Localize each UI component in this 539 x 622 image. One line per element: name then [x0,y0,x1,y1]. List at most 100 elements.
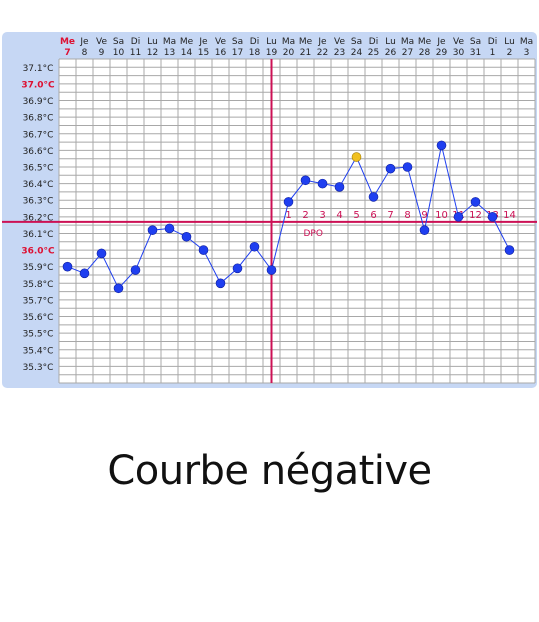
data-point [249,241,260,252]
x-tick-daynumber: 14 [181,48,193,58]
x-tick-dayname: Me [180,37,194,47]
x-tick-daynumber: 23 [334,48,345,58]
x-tick-dayname: Me [299,37,313,47]
x-tick-daynumber: 12 [147,48,158,58]
x-tick-daynumber: 25 [368,48,379,58]
y-tick-label: 36.4°C [23,180,54,190]
y-tick-label: 35.6°C [23,313,54,323]
x-tick-daynumber: 10 [113,48,125,58]
dpo-label: 7 [387,210,393,221]
x-tick-daynumber: 9 [99,48,105,58]
dpo-label: 14 [503,210,516,221]
x-tick-daynumber: 29 [436,48,448,58]
data-point [402,162,413,172]
data-point [300,175,311,186]
x-tick-daynumber: 28 [419,48,431,58]
x-tick-daynumber: 8 [82,48,88,58]
data-point [96,248,107,259]
chart-panel: 37.1°C 37.0°C 36.9°C 36.8°C 36.7°C 36.6°C 36.5… [2,32,537,388]
x-tick-daynumber: 13 [164,48,175,58]
x-tick-dayname: Je [198,37,208,47]
x-tick-dayname: Ma [401,37,414,47]
y-tick-label: 36.8°C [23,114,54,124]
x-tick-daynumber: 24 [351,48,363,58]
x-tick-dayname: Sa [351,37,362,47]
x-tick-dayname: Je [79,37,89,47]
y-tick-label: 37.1°C [23,64,54,74]
y-tick-label: 36.5°C [23,164,54,174]
data-point [130,265,141,275]
data-point [487,212,498,222]
data-point [215,278,226,289]
dpo-label: 12 [469,210,482,221]
x-tick-dayname: Ve [334,37,345,47]
dpo-label: 10 [435,210,448,221]
data-point [385,163,396,174]
x-tick-daynumber: 19 [266,48,278,58]
x-tick-daynumber: 26 [385,48,397,58]
y-tick-label: 36.7°C [23,130,54,140]
y-tick-label: 35.8°C [23,280,54,290]
y-tick-label: 36.9°C [23,97,54,107]
y-tick-label: 35.5°C [23,330,54,340]
data-point [79,268,90,279]
x-tick-daynumber: 15 [198,48,209,58]
data-point [419,225,430,235]
data-point [232,263,243,274]
data-point [453,212,464,222]
x-tick-daynumber: 7 [64,48,70,58]
y-tick-label: 37.0°C [21,80,55,90]
data-point [504,245,515,255]
dpo-label: 6 [370,210,376,221]
x-tick-daynumber: 20 [283,48,295,58]
data-point [436,140,447,151]
dpo-label: 4 [336,210,342,221]
x-tick-daynumber: 27 [402,48,413,58]
dpo-label: 2 [302,210,308,221]
y-tick-label: 35.7°C [23,296,54,306]
y-tick-label: 35.9°C [23,263,54,273]
y-tick-label: 36.6°C [23,147,54,157]
x-tick-dayname: Sa [232,37,243,47]
x-tick-dayname: Sa [470,37,481,47]
x-tick-daynumber: 1 [490,48,496,58]
y-tick-label: 36.3°C [23,197,54,207]
y-tick-label: 36.1°C [23,230,54,240]
x-tick-dayname: Ma [282,37,295,47]
data-point [164,223,175,234]
x-tick-dayname: Di [488,37,497,47]
data-point [266,265,277,275]
data-point [113,283,124,294]
x-tick-dayname: Ve [453,37,464,47]
x-tick-dayname: Ve [96,37,107,47]
x-tick-daynumber: 21 [300,48,311,58]
data-point [283,197,294,207]
x-tick-daynumber: 3 [524,48,530,58]
data-point [317,178,328,189]
data-point [470,197,481,207]
dpo-caption: DPO [304,229,323,239]
dpo-label: 1 [285,210,291,221]
x-tick-dayname: Lu [266,37,277,47]
x-tick-dayname: Ma [163,37,176,47]
x-tick-daynumber: 22 [317,48,328,58]
x-tick-dayname: Di [369,37,378,47]
data-point [198,245,209,255]
x-tick-dayname: Lu [147,37,158,47]
x-tick-dayname: Je [317,37,327,47]
x-tick-dayname: Ve [215,37,226,47]
x-tick-dayname: Di [131,37,140,47]
y-tick-label: 35.3°C [23,363,54,373]
dpo-label: 8 [404,210,410,221]
dpo-label: 3 [319,210,325,221]
data-point [147,225,158,235]
chart-caption: Courbe négative [107,448,432,494]
data-point [181,231,192,242]
y-tick-label: 35.4°C [23,346,54,356]
x-tick-daynumber: 30 [453,48,465,58]
x-tick-dayname: Ma [520,37,533,47]
data-point [62,261,73,272]
temperature-chart: 37.1°C 37.0°C 36.9°C 36.8°C 36.7°C 36.6°C 36.5… [2,37,537,384]
x-tick-daynumber: 17 [232,48,243,58]
dpo-label: 5 [353,210,359,221]
